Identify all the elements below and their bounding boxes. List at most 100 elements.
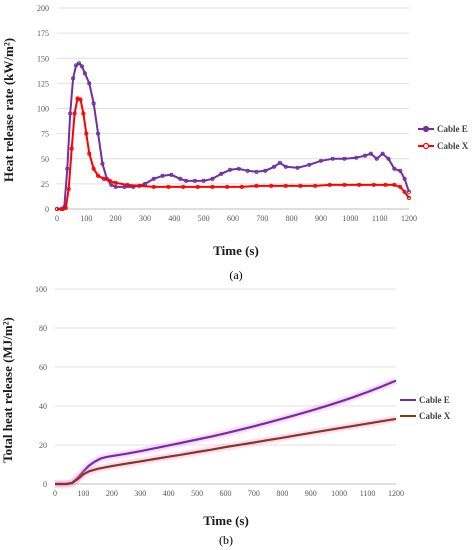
x-tick-label: 400: [168, 214, 180, 223]
y-tick-label: 0: [43, 480, 47, 489]
data-point: [91, 101, 96, 106]
x-tick-label: 600: [220, 489, 232, 498]
data-point: [392, 182, 397, 187]
x-tick-label: 700: [256, 214, 268, 223]
legend-label: Cable E: [437, 124, 468, 134]
y-tick-label: 25: [41, 180, 49, 189]
data-point: [342, 156, 347, 161]
data-point: [239, 184, 244, 189]
x-tick-label: 100: [80, 214, 92, 223]
data-point: [263, 168, 268, 173]
data-point: [210, 176, 215, 181]
x-tick-label: 100: [77, 489, 89, 498]
chart-a-panel-label: (a): [229, 268, 242, 282]
x-tick-label: 600: [227, 214, 239, 223]
data-point: [283, 164, 288, 169]
data-point: [402, 189, 407, 194]
series-line: [57, 62, 410, 210]
data-point: [295, 165, 300, 170]
chart-b-x-tick-labels: 0 100 200 300 400 500 600 700 800 900 1000 1100 1200: [53, 489, 404, 498]
data-point: [66, 186, 71, 191]
data-point: [137, 183, 142, 188]
data-point: [113, 180, 118, 185]
x-tick-label: 1200: [388, 489, 404, 498]
data-point: [272, 164, 277, 169]
data-point: [371, 182, 376, 187]
data-point: [68, 111, 73, 116]
data-point: [101, 176, 106, 181]
data-point: [84, 131, 89, 136]
x-tick-label: 700: [248, 489, 260, 498]
x-tick-label: 400: [163, 489, 175, 498]
data-point: [254, 169, 259, 174]
chart-a-gridlines: [57, 7, 409, 185]
data-point: [383, 182, 388, 187]
data-point: [79, 64, 84, 69]
x-tick-label: 0: [55, 214, 59, 223]
data-point: [63, 205, 68, 211]
chart-a-series: [54, 61, 412, 212]
data-point: [69, 146, 74, 151]
data-point: [283, 183, 288, 188]
data-point: [307, 162, 312, 167]
legend-marker: [422, 142, 430, 150]
x-tick-label: 1100: [372, 214, 388, 223]
data-point: [374, 156, 379, 161]
series-line: [55, 379, 397, 486]
chart-a-x-tick-labels: 0 100 200 300 400 500 600 700 800 900 1000 1100 1200: [55, 214, 417, 223]
data-point: [169, 172, 174, 177]
chart-a-x-axis-title: Time (s): [213, 243, 259, 258]
data-point: [178, 176, 183, 181]
data-point: [72, 111, 77, 116]
data-point: [195, 184, 200, 189]
data-point: [113, 184, 118, 189]
x-tick-label: 300: [134, 489, 146, 498]
data-point: [327, 182, 332, 187]
data-point: [342, 182, 347, 187]
data-point: [96, 173, 101, 178]
data-point: [160, 173, 165, 178]
data-point: [225, 184, 230, 189]
data-point: [330, 156, 335, 161]
x-tick-label: 0: [53, 489, 57, 498]
y-tick-label: 100: [37, 105, 49, 114]
series-glow: [55, 415, 397, 488]
x-tick-label: 900: [315, 214, 327, 223]
y-tick-label: 200: [37, 4, 49, 13]
y-tick-label: 100: [35, 285, 47, 294]
data-point: [219, 171, 224, 176]
data-point: [386, 156, 391, 161]
series-line: [55, 417, 397, 486]
chart-b-series: [55, 377, 398, 488]
y-tick-label: 75: [41, 130, 49, 139]
x-tick-label: 500: [198, 214, 210, 223]
x-tick-label: 1000: [342, 214, 358, 223]
data-point: [166, 184, 171, 189]
x-tick-label: 500: [191, 489, 203, 498]
data-point: [78, 97, 83, 102]
data-point: [269, 183, 274, 188]
y-tick-label: 60: [39, 363, 47, 372]
data-point: [357, 182, 362, 187]
data-point: [184, 178, 189, 183]
y-tick-label: 40: [39, 402, 47, 411]
data-point: [277, 160, 282, 165]
data-point: [236, 166, 241, 171]
chart-a: 0 25 50 75 100 125 150 175 200 0 100 200 300 400 500 6…: [1, 4, 469, 282]
chart-a-y-axis-title: Heat release rate (kW/m²): [1, 38, 16, 182]
series-line: [57, 97, 410, 210]
y-tick-label: 150: [37, 54, 49, 63]
x-tick-label: 300: [139, 214, 151, 223]
data-point: [398, 168, 403, 173]
data-point: [76, 61, 82, 66]
chart-b-x-axis-title: Time (s): [203, 513, 249, 528]
x-tick-label: 200: [106, 489, 118, 498]
data-point: [402, 176, 407, 181]
data-point: [228, 167, 233, 172]
data-point: [91, 166, 96, 171]
chart-b-y-axis-title: Total heat release (MJ/m²): [0, 317, 15, 463]
chart-b-gridlines: [55, 288, 396, 446]
data-point: [100, 161, 105, 166]
data-point: [406, 189, 412, 194]
